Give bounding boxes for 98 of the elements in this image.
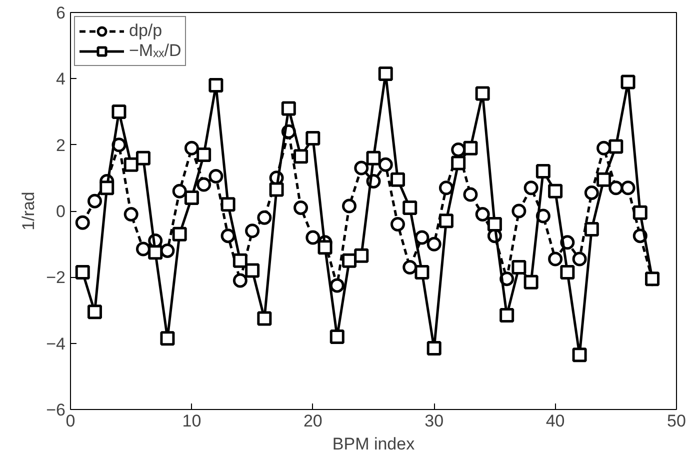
legend-label: dp/p [129,21,162,41]
point [512,260,526,274]
point [245,263,260,278]
y-tick-label: 6 [56,4,66,22]
point [306,230,320,245]
point [342,253,357,268]
point [172,184,187,198]
point [136,242,150,256]
point [414,230,430,245]
x-tick-label: 50 [667,412,686,430]
point [100,180,114,196]
point [294,149,308,164]
point [608,180,624,196]
point [75,215,90,230]
point [318,240,332,255]
point [572,348,587,362]
point [232,253,248,268]
point [451,156,466,170]
y-tick-label: 2 [56,136,66,155]
point [560,264,575,280]
point [414,264,430,280]
point [112,104,126,119]
point [196,177,212,192]
point [257,311,272,326]
point [220,197,236,212]
point [487,216,502,232]
point [330,278,344,293]
point [548,184,563,198]
x-tick-label: 20 [303,412,322,430]
point [354,248,369,263]
point [463,140,478,156]
point [208,78,224,93]
point [536,164,550,179]
point [172,226,187,242]
point [306,130,320,146]
point [548,252,563,266]
point [584,186,599,200]
point [75,264,90,280]
y-tick-label: 4 [56,70,66,89]
point [378,157,393,172]
legend-label: −Mₓₓ/D [129,41,182,61]
point [584,222,599,236]
point [390,216,405,232]
x-tick-label: 10 [182,412,202,430]
point [330,329,344,344]
point [426,341,442,356]
point [269,182,284,197]
point [438,214,454,228]
point [136,150,150,166]
point [475,207,490,222]
point [232,273,248,288]
y-tick-label: 0 [56,202,66,221]
point [402,260,418,274]
point [620,74,636,90]
point [294,200,308,215]
point [124,207,138,222]
point [572,252,587,266]
x-tick-label: 30 [424,412,444,430]
point [220,228,236,244]
point [87,304,102,320]
point [281,101,296,116]
x-tick-label: 40 [546,412,565,430]
point [148,245,163,260]
point [342,198,357,214]
point [87,194,102,208]
y-tick-label: −2 [46,268,66,288]
x-axis-title: BPM index [332,434,416,454]
y-tick-label: −4 [46,334,66,354]
point [632,205,648,220]
point [426,236,442,252]
y-axis-title: 1/rad [19,192,38,230]
point [208,169,224,184]
point [354,160,369,176]
point [438,180,454,196]
point [645,272,660,286]
y-tick-label: −6 [46,400,66,420]
point [596,140,612,156]
point [463,187,478,202]
point [160,243,175,258]
point [366,150,381,166]
point [596,172,612,187]
point [378,66,393,81]
point [160,331,175,346]
point [608,139,624,154]
point [390,172,405,187]
point [184,190,199,206]
point [620,180,636,196]
point [402,200,418,215]
point [524,180,538,196]
point [475,86,490,101]
point [124,157,138,172]
point [524,274,538,290]
point [184,140,199,156]
point [245,224,260,238]
point [500,308,514,322]
point [512,204,526,218]
point [257,210,272,225]
point [196,148,212,162]
